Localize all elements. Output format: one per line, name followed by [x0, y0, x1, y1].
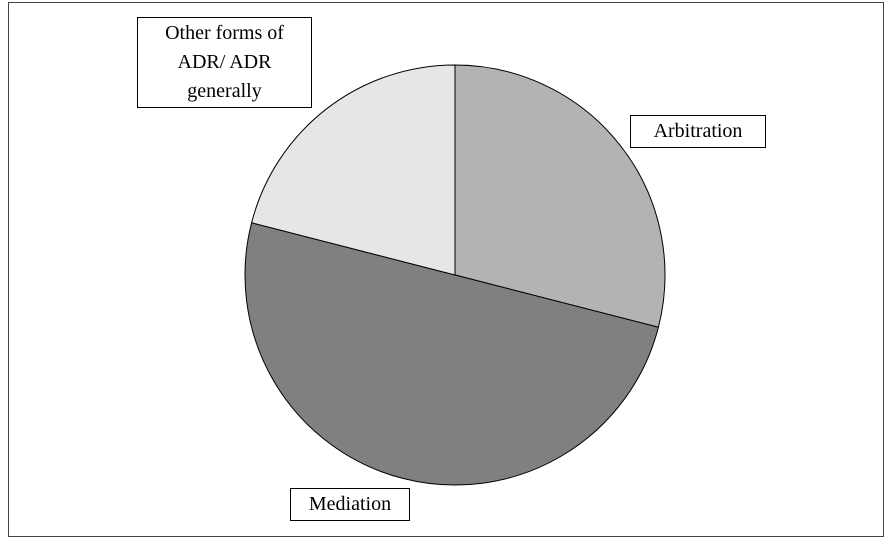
slice-label: Arbitration	[630, 115, 766, 148]
pie-slice	[250, 64, 456, 276]
slice-label: Mediation	[290, 488, 410, 521]
pie-slice	[244, 222, 660, 486]
slice-label: Other forms of ADR/ ADR generally	[137, 17, 312, 108]
chart-frame	[8, 2, 884, 537]
pie-slice	[454, 64, 666, 328]
